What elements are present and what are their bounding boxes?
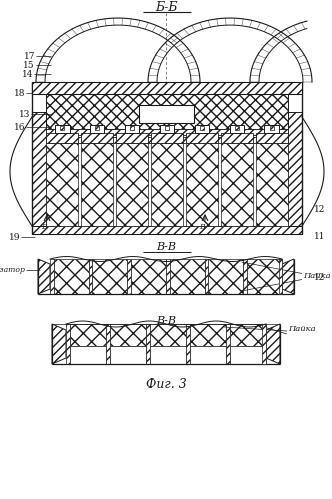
Polygon shape	[266, 324, 280, 364]
Polygon shape	[52, 324, 66, 364]
Bar	[95, 126, 99, 130]
Bar	[130, 126, 134, 130]
Bar	[81, 143, 113, 226]
Bar	[116, 143, 148, 226]
Bar	[70, 324, 106, 346]
Polygon shape	[282, 259, 294, 294]
Text: Пайка: Пайка	[303, 272, 331, 280]
Bar	[46, 143, 78, 226]
Bar	[288, 112, 302, 226]
Bar	[205, 259, 208, 294]
Bar	[90, 125, 105, 133]
Bar	[221, 133, 253, 143]
Bar	[160, 125, 174, 133]
Text: катализатор: катализатор	[0, 265, 25, 273]
Bar	[50, 259, 53, 294]
Text: 15: 15	[23, 60, 35, 69]
Text: 12: 12	[314, 272, 325, 281]
Bar	[116, 133, 148, 143]
Text: 16: 16	[14, 122, 25, 132]
Bar	[150, 324, 186, 346]
Bar	[243, 259, 247, 294]
Bar	[226, 324, 230, 364]
Bar	[190, 346, 226, 364]
Bar	[256, 133, 288, 143]
Bar	[229, 125, 244, 133]
Bar	[66, 324, 70, 364]
Bar	[151, 143, 183, 226]
Bar	[151, 133, 183, 143]
Text: 14: 14	[22, 69, 33, 78]
Bar	[150, 346, 186, 364]
Bar	[53, 259, 89, 294]
Text: Фиг. 3: Фиг. 3	[146, 378, 186, 391]
Bar	[81, 133, 113, 143]
Text: Б-Б: Б-Б	[155, 0, 177, 13]
Bar	[32, 82, 302, 94]
Text: В: В	[199, 223, 205, 231]
Text: 11: 11	[314, 232, 325, 241]
Text: 19: 19	[9, 233, 20, 242]
Bar	[200, 126, 204, 130]
Bar	[190, 324, 226, 346]
Bar	[92, 259, 127, 294]
Bar	[170, 259, 205, 294]
Bar	[32, 226, 302, 234]
Text: 13: 13	[19, 109, 30, 118]
Bar	[55, 125, 69, 133]
Bar	[270, 126, 274, 130]
Bar	[32, 112, 46, 226]
Bar	[279, 259, 282, 294]
Bar	[262, 324, 266, 364]
Bar	[235, 126, 239, 130]
Bar	[139, 105, 194, 123]
Text: 17: 17	[24, 51, 35, 60]
Bar	[46, 94, 288, 129]
Bar	[186, 324, 190, 364]
Bar	[230, 346, 266, 364]
Bar	[46, 137, 288, 143]
Bar	[208, 259, 243, 294]
Text: 18: 18	[14, 88, 25, 97]
Bar	[125, 125, 139, 133]
Bar	[46, 133, 78, 143]
Bar	[110, 324, 146, 346]
Text: В: В	[41, 223, 47, 231]
Bar	[166, 259, 170, 294]
Bar	[247, 259, 282, 294]
Bar	[60, 126, 64, 130]
Text: В-В: В-В	[156, 316, 176, 326]
Bar	[127, 259, 131, 294]
Bar	[165, 126, 169, 130]
Bar	[221, 143, 253, 226]
Bar	[106, 324, 110, 364]
Bar	[186, 133, 218, 143]
Bar	[46, 129, 288, 135]
Bar	[131, 259, 166, 294]
Bar	[110, 346, 146, 364]
Bar	[70, 346, 106, 364]
Bar	[146, 324, 150, 364]
Bar	[256, 143, 288, 226]
Polygon shape	[38, 259, 50, 294]
Bar	[195, 125, 209, 133]
Text: Пайка: Пайка	[288, 325, 316, 333]
Text: В-В: В-В	[156, 242, 176, 252]
Bar	[230, 324, 266, 346]
Bar	[89, 259, 92, 294]
Bar	[186, 143, 218, 226]
Bar	[265, 125, 279, 133]
Text: 12: 12	[314, 205, 325, 214]
